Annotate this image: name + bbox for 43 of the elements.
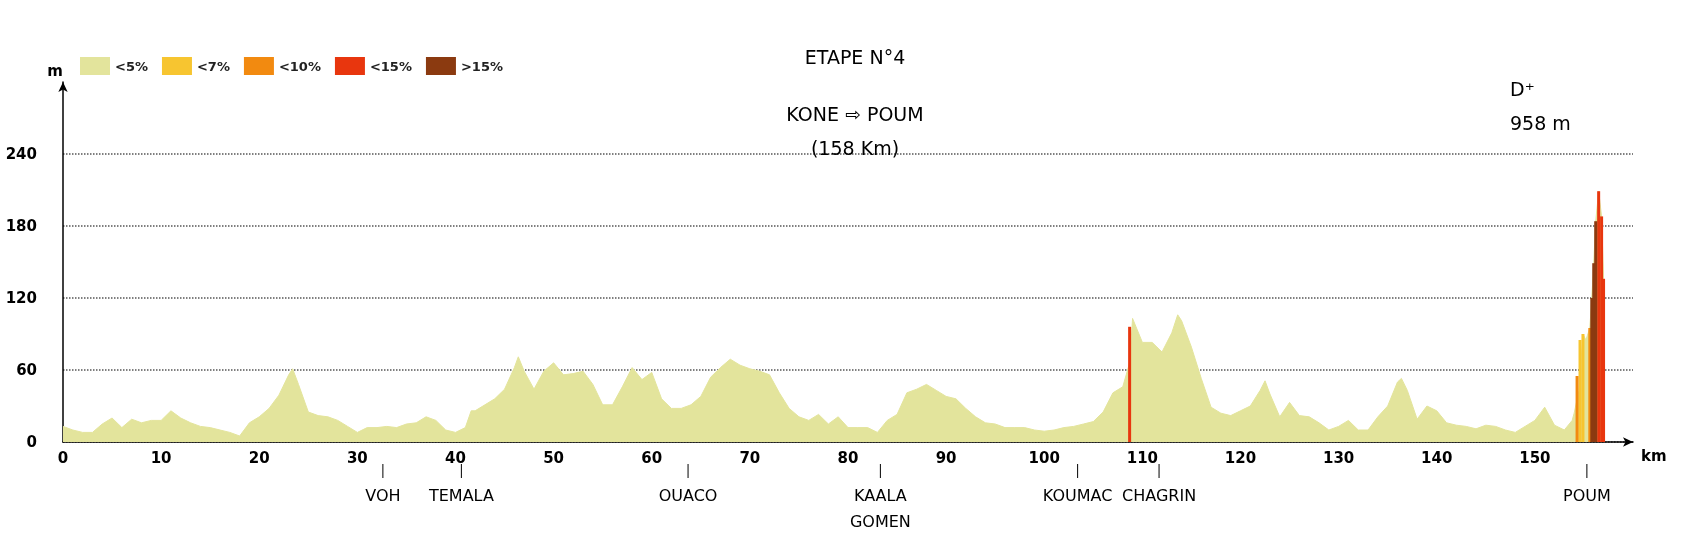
x-tick-label: 30 — [346, 448, 368, 467]
x-tick-label: 80 — [837, 448, 859, 467]
y-axis-title: m — [47, 61, 63, 80]
y-tick-label: 120 — [5, 289, 37, 307]
bar — [1128, 326, 1132, 442]
x-axis-title: km — [1641, 446, 1667, 465]
legend-label: <15% — [369, 58, 412, 74]
annotation: KOUMAC — [1042, 485, 1113, 505]
x-tick-label: 50 — [543, 448, 565, 467]
x-tick-label: 20 — [248, 448, 270, 467]
x-tick-label: 110 — [1126, 448, 1159, 467]
x-tick-label: 90 — [935, 448, 957, 467]
x-tick-label: 100 — [1028, 448, 1060, 467]
chart-title: ETAPE N°4 — [804, 45, 906, 68]
y-tick-label: 240 — [5, 145, 37, 163]
x-tick-label: 60 — [641, 448, 663, 467]
x-tick-label: 140 — [1421, 448, 1453, 467]
x-tick-label: 70 — [739, 448, 761, 467]
x-tick-label: 0 — [57, 448, 69, 467]
x-tick-label: 150 — [1519, 448, 1551, 467]
annotation: VOH — [365, 485, 401, 505]
annotation: TEMALA — [427, 485, 494, 505]
annotation: CHAGRIN — [1122, 485, 1197, 505]
annotation: POUM — [1563, 485, 1611, 505]
y-tick-label: 180 — [5, 217, 37, 235]
legend-label: >15% — [460, 58, 503, 74]
x-tick-label: 120 — [1224, 448, 1257, 467]
legend-label: <5% — [115, 58, 148, 74]
x-tick-label: 40 — [445, 448, 466, 467]
x-tick-label: 10 — [150, 448, 172, 467]
annotation: OUACO — [658, 485, 718, 505]
legend-label: <10% — [278, 58, 321, 74]
annotation: KAALA GOMEN — [849, 485, 911, 531]
bar — [1581, 334, 1585, 442]
legend-label: <7% — [196, 58, 230, 74]
bar — [1594, 221, 1598, 442]
text: KONE ⇨ POUM (158 Km) — [786, 103, 924, 159]
x-tick-label: 130 — [1322, 448, 1355, 467]
bar — [1575, 376, 1579, 442]
bar — [1597, 191, 1601, 442]
y-tick-label: 60 — [16, 361, 37, 379]
annotation: D⁺ 958 m — [1510, 78, 1571, 134]
y-tick-label: 0 — [26, 433, 37, 451]
